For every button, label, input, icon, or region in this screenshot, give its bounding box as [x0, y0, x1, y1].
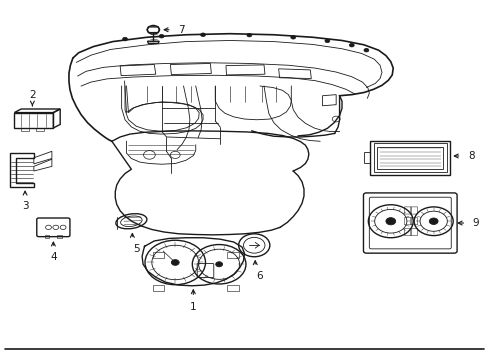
Text: 5: 5	[133, 244, 139, 254]
Circle shape	[171, 260, 179, 265]
Text: 8: 8	[467, 151, 473, 161]
Text: 1: 1	[190, 302, 196, 312]
Circle shape	[290, 36, 295, 39]
Text: 4: 4	[50, 252, 57, 262]
Circle shape	[428, 218, 437, 225]
Circle shape	[200, 33, 205, 37]
Circle shape	[348, 43, 353, 47]
Circle shape	[215, 262, 222, 267]
Circle shape	[325, 39, 329, 42]
Text: 7: 7	[177, 25, 184, 35]
Circle shape	[363, 48, 368, 52]
Circle shape	[246, 33, 251, 37]
Text: 9: 9	[472, 218, 478, 228]
Circle shape	[385, 218, 395, 225]
Text: 6: 6	[255, 271, 262, 282]
Circle shape	[159, 35, 163, 38]
Text: 3: 3	[22, 201, 28, 211]
Circle shape	[122, 37, 127, 41]
Text: 2: 2	[29, 90, 36, 100]
